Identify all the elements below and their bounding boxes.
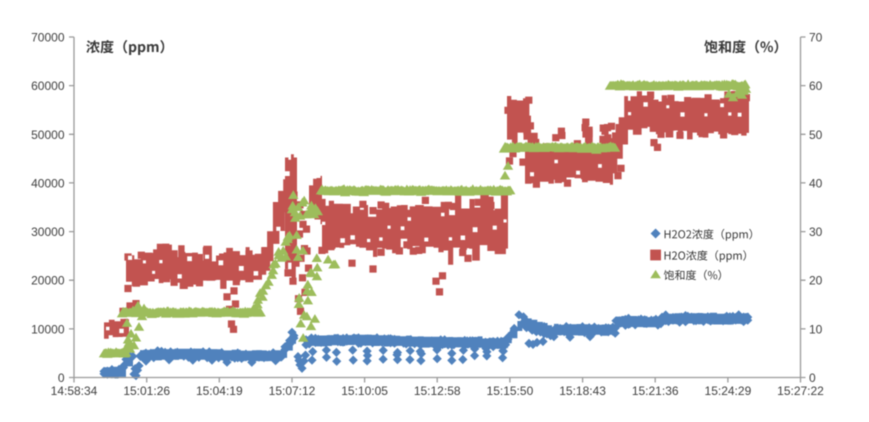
svg-text:10: 10 (809, 322, 823, 336)
svg-text:0: 0 (809, 371, 816, 385)
svg-text:15:04:19: 15:04:19 (196, 384, 243, 398)
svg-text:15:01:26: 15:01:26 (123, 384, 170, 398)
svg-text:70: 70 (809, 31, 823, 45)
svg-text:15:18:43: 15:18:43 (559, 384, 606, 398)
svg-text:0: 0 (58, 371, 65, 385)
svg-text:40000: 40000 (31, 176, 65, 190)
svg-text:15:12:58: 15:12:58 (414, 384, 461, 398)
svg-text:15:21:36: 15:21:36 (632, 384, 679, 398)
svg-text:15:10:05: 15:10:05 (341, 384, 388, 398)
svg-text:30000: 30000 (31, 225, 65, 239)
svg-text:30: 30 (809, 225, 823, 239)
svg-text:70000: 70000 (31, 31, 65, 45)
svg-text:15:15:50: 15:15:50 (487, 384, 534, 398)
svg-text:15:24:29: 15:24:29 (705, 384, 752, 398)
svg-text:15:27:22: 15:27:22 (777, 384, 824, 398)
svg-text:50: 50 (809, 128, 823, 142)
svg-text:10000: 10000 (31, 322, 65, 336)
svg-text:60: 60 (809, 79, 823, 93)
svg-text:15:07:12: 15:07:12 (269, 384, 316, 398)
svg-text:50000: 50000 (31, 128, 65, 142)
svg-text:60000: 60000 (31, 79, 65, 93)
svg-text:20: 20 (809, 274, 823, 288)
svg-text:14:58:34: 14:58:34 (51, 384, 98, 398)
svg-text:40: 40 (809, 176, 823, 190)
svg-text:20000: 20000 (31, 274, 65, 288)
